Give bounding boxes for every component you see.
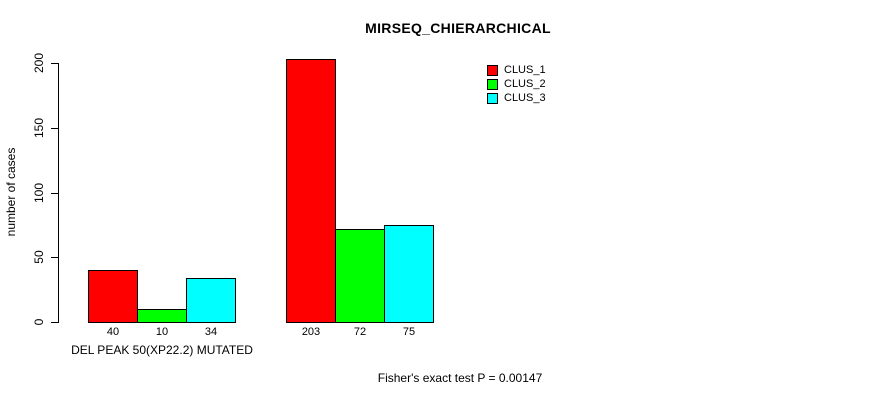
y-axis-tick-label: 50 bbox=[32, 250, 46, 264]
legend-label: CLUS_1 bbox=[504, 63, 546, 76]
y-axis-tick-label: 200 bbox=[32, 52, 46, 74]
legend-swatch-clus1-icon bbox=[487, 64, 498, 76]
stat-annotation: Fisher's exact test P = 0.00147 bbox=[377, 371, 543, 385]
bar-clus1-group1 bbox=[88, 270, 138, 323]
y-axis-tick bbox=[51, 257, 59, 258]
legend-item-clus1: CLUS_1 bbox=[487, 63, 546, 77]
bar-value-label: 75 bbox=[402, 326, 416, 338]
bar-value-label: 72 bbox=[353, 326, 367, 338]
bar-clus2-group1 bbox=[137, 309, 187, 323]
bar-clus3-group2 bbox=[384, 225, 434, 323]
y-axis-tick bbox=[51, 193, 59, 194]
legend: CLUS_1 CLUS_2 CLUS_3 bbox=[487, 63, 546, 106]
y-axis-title: number of cases bbox=[4, 147, 18, 237]
legend-label: CLUS_3 bbox=[504, 92, 546, 105]
y-axis-tick-label: 100 bbox=[32, 182, 46, 204]
y-axis-tick bbox=[51, 128, 59, 129]
y-axis-tick bbox=[51, 322, 59, 323]
y-axis-tick bbox=[51, 63, 59, 64]
bar-value-label: 40 bbox=[106, 326, 120, 338]
legend-item-clus2: CLUS_2 bbox=[487, 77, 546, 91]
bar-clus2-group2 bbox=[335, 229, 385, 323]
y-axis-tick-label: 150 bbox=[32, 117, 46, 139]
bar-value-label: 34 bbox=[204, 326, 218, 338]
legend-item-clus3: CLUS_3 bbox=[487, 92, 546, 106]
bar-clus1-group2 bbox=[286, 59, 336, 323]
legend-swatch-clus3-icon bbox=[487, 93, 498, 105]
bar-clus3-group1 bbox=[186, 278, 236, 323]
legend-label: CLUS_2 bbox=[504, 77, 546, 90]
bar-value-label: 10 bbox=[155, 326, 169, 338]
y-axis-tick-label: 0 bbox=[32, 318, 46, 326]
x-axis-category-label: DEL PEAK 50(XP22.2) MUTATED bbox=[71, 343, 253, 357]
bar-value-label: 203 bbox=[301, 326, 321, 338]
chart-title: MIRSEQ_CHIERARCHICAL bbox=[365, 20, 551, 36]
legend-swatch-clus2-icon bbox=[487, 78, 498, 90]
